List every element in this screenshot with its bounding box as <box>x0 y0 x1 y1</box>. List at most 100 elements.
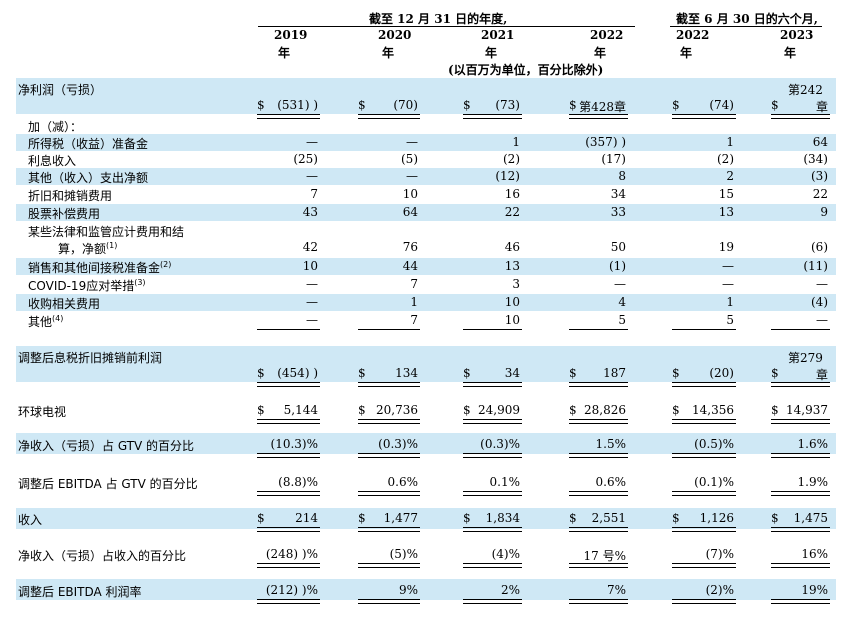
year-header-2: 2021 <box>481 28 515 42</box>
other_net-cell-5: (3) <box>811 169 828 183</box>
adj_ebitda-cell-2: 34 <box>504 366 520 380</box>
interest-cell-5: (34) <box>803 152 828 166</box>
revenue-cell-2: 1,834 <box>485 511 520 525</box>
dep_amort-cell-3: 34 <box>610 187 626 201</box>
row-label-net-income: 净利润（亏损） <box>18 83 103 97</box>
acquisition-cell-5: (4) <box>811 295 828 309</box>
ebitda_margin-double-rule-3 <box>569 599 628 604</box>
ni_gtv-cell-1: (0.3)% <box>378 437 418 451</box>
ni_gtv-double-rule-1 <box>358 453 420 458</box>
ni_rev-cell-3: 17 号% <box>583 549 627 563</box>
adj_ebitda-double-rule-0 <box>257 382 320 387</box>
gtv-double-rule-2 <box>463 419 522 424</box>
dep_amort-cell-5: 22 <box>812 187 828 201</box>
gtv-double-rule-0 <box>257 419 320 424</box>
ni_rev-cell-4: (7)% <box>705 547 734 561</box>
row-label-add-less: 加（减）： <box>28 120 83 134</box>
ni_gtv-cell-3: 1.5% <box>595 437 627 451</box>
ebitda_margin-cell-4: (2)% <box>705 583 734 597</box>
dep_amort-cell-4: 15 <box>718 187 734 201</box>
ebitda_margin-double-rule-1 <box>358 599 420 604</box>
ebitda_margin-cell-1: 9% <box>398 583 418 597</box>
stock_comp-cell-0: 43 <box>302 205 318 219</box>
band-ni-gtv <box>16 433 836 454</box>
gtv-double-rule-4 <box>672 419 736 424</box>
revenue-cell-0: 214 <box>295 511 318 525</box>
ebitda_margin-cell-0: (212) )% <box>265 583 318 597</box>
ni_rev-double-rule-3 <box>569 563 628 568</box>
ni_gtv-double-rule-0 <box>257 453 320 458</box>
income_tax-cell-0: — <box>306 135 318 149</box>
ni_rev-double-rule-4 <box>672 563 736 568</box>
ebitda_margin-cell-2: 2% <box>500 583 520 597</box>
revenue-double-rule-2 <box>463 527 522 532</box>
year-header-3: 2022 <box>590 28 624 42</box>
other-cell-4: 5 <box>726 313 734 327</box>
adj_ebitda-double-rule-5 <box>771 382 830 387</box>
gtv-cell-3: 28,826 <box>584 403 626 417</box>
revenue-dollar-5: $ <box>771 511 779 525</box>
sales_tax-cell-5: (11) <box>803 259 828 273</box>
ni_gtv-cell-0: (10.3)% <box>270 437 318 451</box>
annual-header-rule <box>258 26 635 27</box>
net_income-double-rule-2 <box>463 114 522 119</box>
adj_ebitda-dollar-2: $ <box>463 366 471 380</box>
sales_tax-cell-2: 13 <box>504 259 520 273</box>
row-label-adj-ebitda: 调整后息税折旧摊销前利润 <box>18 351 163 365</box>
dep_amort-cell-2: 16 <box>504 187 520 201</box>
ebitda_margin-double-rule-4 <box>672 599 736 604</box>
interest-cell-4: (2) <box>717 152 734 166</box>
adj_ebitda-dollar-0: $ <box>257 366 265 380</box>
units-note: (以百万为单位，百分比除外) <box>448 63 604 77</box>
year-unit-4: 年 <box>680 46 693 60</box>
adj_ebitda-double-rule-3 <box>569 382 628 387</box>
year-unit-3: 年 <box>594 46 607 60</box>
covid-cell-4: — <box>722 277 734 291</box>
band-other-net <box>16 168 836 185</box>
covid-cell-3: — <box>614 277 626 291</box>
legal-cell-4: 19 <box>718 240 734 254</box>
row-label-legal-line2: 算，净额(1) <box>58 241 118 256</box>
ebitda_gtv-double-rule-4 <box>672 491 736 496</box>
row-label-other: 其他(4) <box>28 314 64 329</box>
adj_ebitda-dollar-5: $ <box>771 366 779 380</box>
revenue-double-rule-3 <box>569 527 628 532</box>
other-rule-4 <box>672 329 736 330</box>
gtv-dollar-3: $ <box>569 403 577 417</box>
row-label-dep-amort: 折旧和摊销费用 <box>28 189 113 203</box>
ni_rev-cell-0: (248) )% <box>265 547 318 561</box>
revenue-double-rule-4 <box>672 527 736 532</box>
net_income-double-rule-5 <box>771 114 830 119</box>
other-rule-1 <box>358 329 420 330</box>
other_net-cell-4: 2 <box>726 169 734 183</box>
adj_ebitda-double-rule-1 <box>358 382 420 387</box>
other_net-cell-2: (12) <box>495 169 520 183</box>
ni_rev-cell-5: 16% <box>801 547 828 561</box>
acquisition-cell-0: — <box>306 295 318 309</box>
income_tax-cell-2: 1 <box>512 135 520 149</box>
covid-cell-5: — <box>816 277 828 291</box>
stock_comp-cell-1: 64 <box>402 205 418 219</box>
revenue-cell-1: 1,477 <box>383 511 418 525</box>
revenue-cell-4: 1,126 <box>699 511 734 525</box>
band-stock <box>16 204 836 221</box>
ni_gtv-double-rule-4 <box>672 453 736 458</box>
year-header-1: 2020 <box>378 28 412 42</box>
ebitda_gtv-cell-2: 0.1% <box>489 475 521 489</box>
gtv-dollar-2: $ <box>463 403 471 417</box>
stock_comp-cell-2: 22 <box>504 205 520 219</box>
gtv-cell-1: 20,736 <box>376 403 418 417</box>
legal-cell-5: (6) <box>811 240 828 254</box>
gtv-dollar-1: $ <box>358 403 366 417</box>
revenue-dollar-4: $ <box>672 511 680 525</box>
revenue-cell-3: 2,551 <box>591 511 626 525</box>
annual-period-header: 截至 12 月 31 日的年度, <box>369 12 508 26</box>
interest-cell-2: (2) <box>503 152 520 166</box>
net_income-double-rule-3 <box>569 114 628 119</box>
band-net-income <box>16 78 836 114</box>
gtv-dollar-4: $ <box>672 403 680 417</box>
gtv-dollar-5: $ <box>771 403 779 417</box>
ni_rev-double-rule-0 <box>257 563 320 568</box>
interest-cell-0: (25) <box>293 152 318 166</box>
net_income-double-rule-1 <box>358 114 420 119</box>
